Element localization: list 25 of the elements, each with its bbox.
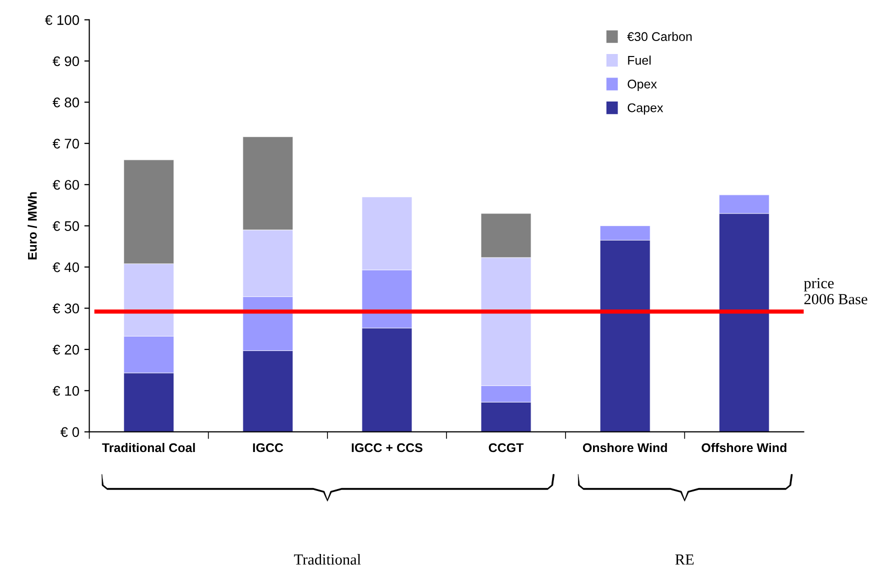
y-tick-label: € 10 [52, 386, 80, 396]
legend-label: Capex [628, 103, 664, 115]
legend-label: Opex [628, 80, 657, 91]
y-tick-label: € 60 [52, 180, 80, 190]
legend-label: €30 Carbon [627, 32, 692, 42]
y-tick-label: € 70 [52, 138, 80, 149]
legend-label: Fuel [628, 56, 651, 65]
y-axis-title: Euro / MWh [28, 192, 37, 260]
y-tick-label: € 90 [52, 56, 80, 66]
y-tick-label: € 80 [52, 98, 80, 108]
text: Traditional [294, 554, 361, 565]
y-tick-label: € 20 [52, 344, 80, 355]
y-tick-label: € 0 [60, 427, 80, 438]
x-tick-label: Offshore Wind [702, 442, 786, 452]
y-tick-label: € 50 [52, 221, 80, 231]
y-tick-label: € 100 [44, 15, 80, 25]
x-tick-label: IGCC [253, 443, 284, 452]
x-tick-label: CCGT [488, 443, 524, 452]
x-tick-label: IGCC + CCS [352, 443, 422, 452]
y-tick-label: € 40 [52, 262, 80, 272]
y-tick-label: € 30 [52, 304, 80, 314]
x-tick-label: Traditional Coal [102, 442, 195, 452]
ref-line-label: price 2006 Base [804, 278, 868, 304]
x-tick-label: Onshore Wind [582, 442, 667, 452]
text: RE [675, 554, 694, 565]
